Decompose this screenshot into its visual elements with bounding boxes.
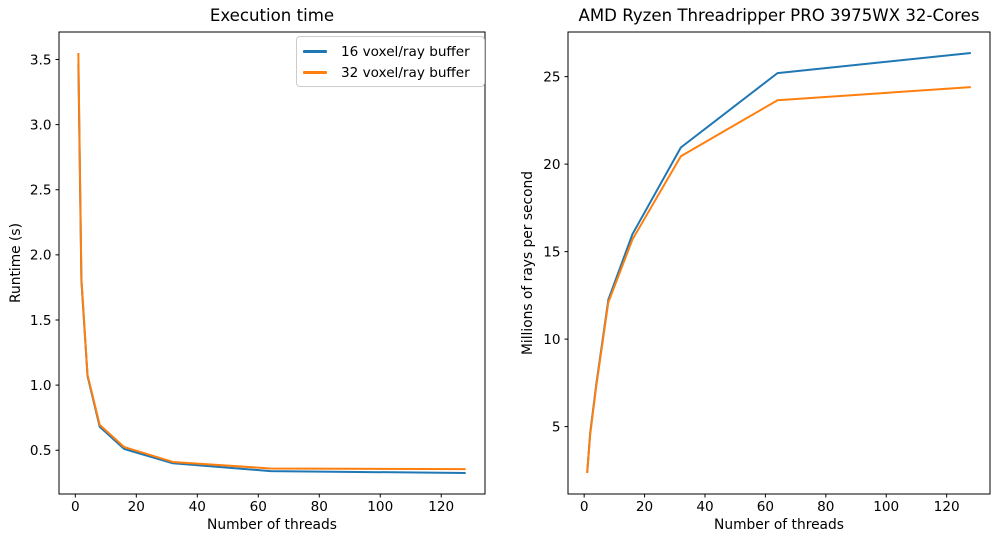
- x-tick-label: 0: [580, 499, 589, 515]
- x-tick-label: 60: [757, 499, 774, 515]
- y-tick-label: 2.5: [30, 183, 52, 199]
- series-line-0: [77, 63, 466, 475]
- x-tick-label: 80: [311, 499, 328, 515]
- x-tick-label: 0: [71, 499, 80, 515]
- y-tick-label: 20: [543, 157, 560, 173]
- axes-0: 0 20 40 60 80 100 120 0.5 1.0 1.5 2.0 2.5 3.0 3.5: [30, 31, 486, 515]
- x-tick-label: 20: [128, 499, 145, 515]
- left-x-axis-label: Number of threads: [207, 517, 337, 533]
- axes-spines: [567, 31, 991, 495]
- x-tick-label: 80: [817, 499, 834, 515]
- left-chart-title: Execution time: [209, 6, 335, 25]
- legend-line-sample-blue: [303, 50, 327, 53]
- x-tick-label: 120: [934, 499, 960, 515]
- legend-label-16-voxel: 16 voxel/ray buffer: [341, 43, 470, 60]
- left-y-axis-label: Runtime (s): [8, 223, 24, 303]
- y-tick-label: 0.5: [30, 443, 52, 459]
- right-x-axis-label: Number of threads: [714, 517, 844, 533]
- series-line-1: [77, 52, 466, 471]
- legend-entry-16-voxel: 16 voxel/ray buffer: [303, 41, 484, 62]
- x-tick-label: 100: [367, 499, 393, 515]
- legend-label-32-voxel: 32 voxel/ray buffer: [341, 64, 470, 81]
- y-tick-label: 10: [543, 332, 560, 348]
- x-tick-label: 100: [873, 499, 899, 515]
- y-tick-label: 3.5: [30, 52, 52, 68]
- y-tick-label: 2.0: [30, 248, 52, 264]
- legend-entry-32-voxel: 32 voxel/ray buffer: [303, 62, 484, 83]
- legend: 16 voxel/ray buffer 32 voxel/ray buffer: [296, 36, 485, 87]
- x-tick-label: 40: [696, 499, 713, 515]
- legend-line-sample-orange: [303, 71, 327, 74]
- x-tick-label: 60: [250, 499, 267, 515]
- right-y-axis-label: Millions of rays per second: [520, 170, 536, 356]
- x-tick-label: 20: [636, 499, 653, 515]
- y-tick-label: 25: [543, 69, 560, 85]
- axes-spines: [58, 31, 486, 495]
- x-tick-label: 40: [189, 499, 206, 515]
- right-chart-title: AMD Ryzen Threadripper PRO 3975WX 32-Cor…: [578, 6, 980, 25]
- x-tick-label: 120: [428, 499, 454, 515]
- series-line-0: [586, 52, 971, 473]
- series-line-1: [586, 86, 971, 474]
- axes-1: 0 20 40 60 80 100 120 5 10 15 20 25: [543, 31, 991, 515]
- y-tick-label: 1.0: [30, 378, 52, 394]
- y-tick-label: 15: [543, 244, 560, 260]
- y-tick-label: 1.5: [30, 313, 52, 329]
- y-tick-label: 3.0: [30, 117, 52, 133]
- y-tick-label: 5: [552, 419, 561, 435]
